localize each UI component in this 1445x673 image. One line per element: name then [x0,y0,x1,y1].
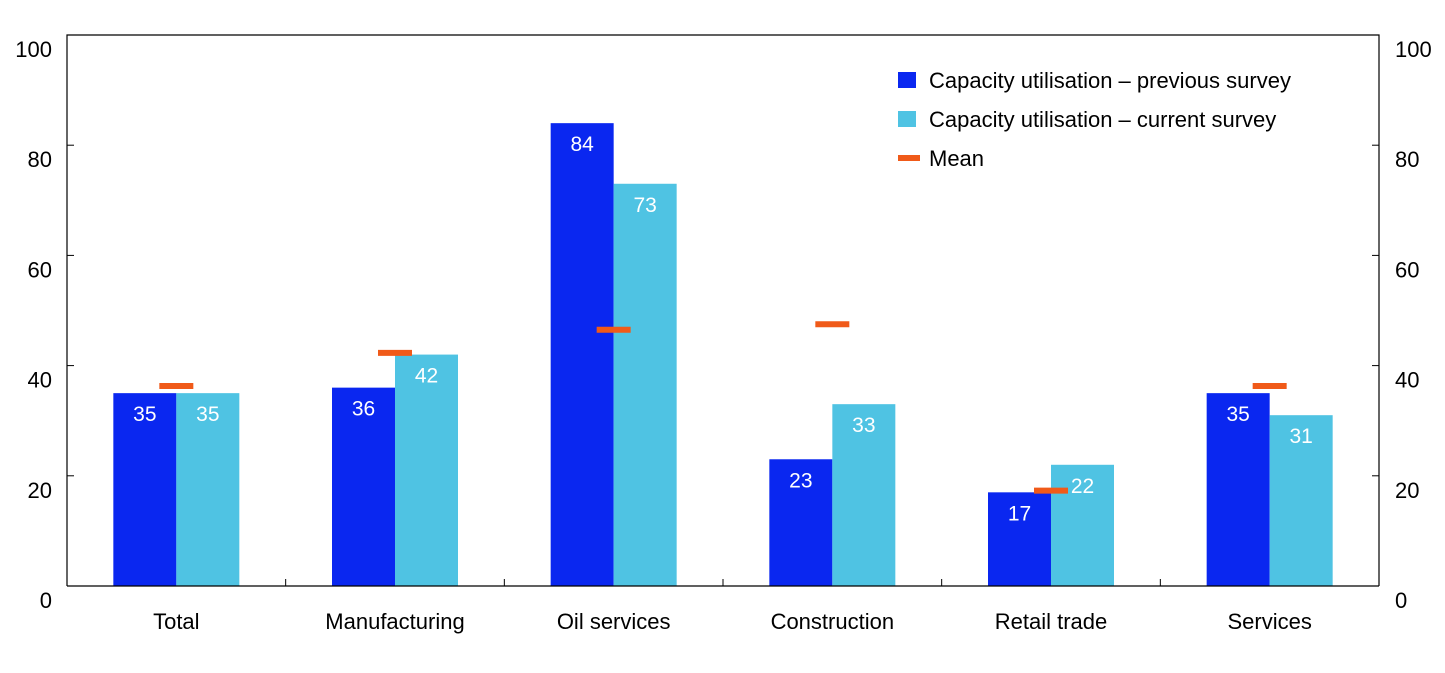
bar-value-label: 22 [1071,475,1094,498]
y-tick-label-right: 20 [1395,478,1419,503]
x-tick-label: Manufacturing [325,609,464,634]
bar [832,404,896,586]
y-tick-label-left: 60 [28,257,52,282]
bar-value-label: 35 [196,403,219,426]
bar [176,393,240,586]
y-tick-label-left: 100 [15,37,52,62]
y-tick-label-right: 40 [1395,368,1419,393]
x-tick-label: Services [1227,609,1311,634]
bar-value-label: 36 [352,398,375,421]
bar [332,387,395,586]
y-tick-label-left: 40 [28,368,52,393]
bar [613,183,677,586]
bar [395,354,458,586]
legend-swatch [898,72,916,88]
bar [113,393,177,586]
y-tick-label-right: 60 [1395,257,1419,282]
y-tick-label-right: 80 [1395,147,1419,172]
bar [550,123,614,586]
y-tick-label-left: 80 [28,147,52,172]
legend-swatch [898,155,920,161]
x-tick-label: Total [153,609,199,634]
bar [1206,393,1270,586]
bar-value-label: 31 [1289,425,1312,448]
y-tick-label-right: 0 [1395,588,1407,613]
legend-swatch [898,111,916,127]
plot-frame [66,34,1380,586]
bar-value-label: 35 [1226,403,1249,426]
bar-value-label: 23 [789,469,812,492]
bar [988,492,1051,586]
x-tick-label: Construction [771,609,895,634]
legend-label: Capacity utilisation – previous survey [929,68,1291,93]
bar [1269,415,1333,586]
bar [1051,464,1114,586]
bar-value-label: 35 [133,403,156,426]
legend-label: Capacity utilisation – current survey [929,107,1276,132]
bar [769,459,833,586]
y-tick-label-left: 20 [28,478,52,503]
bar-value-label: 33 [852,414,875,437]
bar-value-label: 84 [570,133,594,156]
x-tick-label: Retail trade [995,609,1108,634]
bar-value-label: 17 [1008,502,1031,525]
bar-value-label: 42 [415,365,438,388]
bar-value-label: 73 [633,194,656,217]
x-tick-label: Oil services [557,609,671,634]
legend-label: Mean [929,146,984,171]
y-tick-label-left: 0 [40,588,52,613]
y-tick-label-right: 100 [1395,37,1432,62]
